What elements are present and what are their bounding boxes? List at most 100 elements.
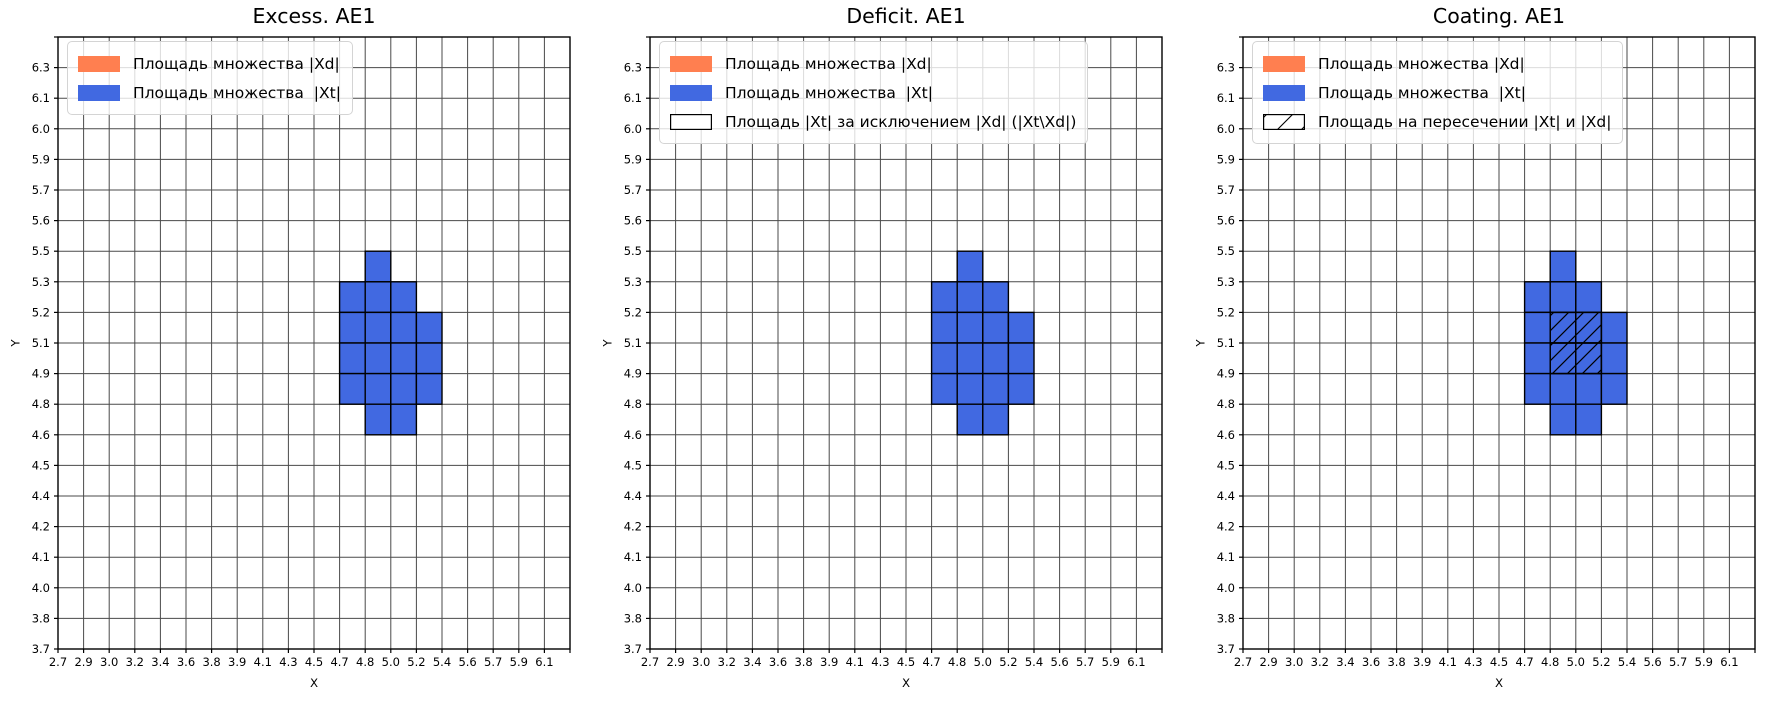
legend-swatch-outline xyxy=(670,113,712,130)
xt-cell xyxy=(982,281,1010,314)
legend-entry: Площадь множества |Xt| xyxy=(1263,78,1611,107)
plot-title: Excess. AE1 xyxy=(252,4,376,28)
legend-swatch-solid xyxy=(78,84,120,101)
intersection-cell xyxy=(1549,311,1577,344)
legend-label: Площадь множества |Xt| xyxy=(1318,83,1526,102)
x-tick-label: 6.1 xyxy=(1127,655,1145,669)
x-tick-label: 4.3 xyxy=(1464,655,1482,669)
y-tick-label: 4.4 xyxy=(32,489,50,503)
x-tick-label: 5.0 xyxy=(382,655,400,669)
legend-entry: Площадь на пересечении |Xt| и |Xd| xyxy=(1263,107,1611,136)
xt-cell xyxy=(1600,342,1628,375)
xt-cell xyxy=(1600,372,1628,405)
y-tick-label: 4.5 xyxy=(1217,458,1235,472)
xt-cell xyxy=(930,311,958,344)
x-tick-label: 4.5 xyxy=(897,655,915,669)
x-tick-label: 2.7 xyxy=(49,655,67,669)
y-tick-label: 4.0 xyxy=(32,581,50,595)
x-tick-label: 5.9 xyxy=(510,655,528,669)
y-tick-label: 5.6 xyxy=(32,214,50,228)
y-tick-label: 5.2 xyxy=(624,305,642,319)
x-tick-label: 2.9 xyxy=(74,655,92,669)
x-tick-label: 4.3 xyxy=(279,655,297,669)
xt-cell xyxy=(1549,281,1577,314)
xt-cell xyxy=(930,372,958,405)
y-tick-label: 4.6 xyxy=(32,428,50,442)
legend-label: Площадь множества |Xt| xyxy=(725,83,933,102)
y-tick-label: 5.6 xyxy=(1217,214,1235,228)
y-tick-label: 5.9 xyxy=(32,152,50,166)
x-tick-label: 5.9 xyxy=(1102,655,1120,669)
plot-title: Deficit. AE1 xyxy=(846,4,966,28)
x-tick-label: 5.2 xyxy=(407,655,425,669)
x-tick-label: 5.6 xyxy=(1643,655,1661,669)
y-tick-label: 4.5 xyxy=(32,458,50,472)
xt-cell xyxy=(956,281,984,314)
y-tick-label: 4.9 xyxy=(32,367,50,381)
x-tick-label: 3.9 xyxy=(228,655,246,669)
y-tick-label: 6.0 xyxy=(624,122,642,136)
xt-cell xyxy=(415,311,443,344)
subplot-excess: Excess. AE1 2.7 2.9 3.0 3.2 3.4 3.6 3.8 3.9 4.1 4… xyxy=(0,0,596,709)
x-tick-label: 3.2 xyxy=(718,655,736,669)
x-tick-label: 3.2 xyxy=(126,655,144,669)
x-axis-label: X xyxy=(1494,676,1504,690)
y-tick-label: 6.1 xyxy=(1217,91,1235,105)
y-tick-label: 4.0 xyxy=(624,581,642,595)
y-tick-label: 4.1 xyxy=(1217,550,1235,564)
y-tick-label: 4.1 xyxy=(624,550,642,564)
xt-cell xyxy=(956,403,984,436)
x-tick-label: 3.8 xyxy=(202,655,220,669)
x-tick-label: 3.4 xyxy=(151,655,169,669)
xt-cell xyxy=(338,372,366,405)
y-tick-label: 6.1 xyxy=(32,91,50,105)
y-tick-label: 5.2 xyxy=(1217,305,1235,319)
xt-cell xyxy=(1523,281,1551,314)
x-axis-label: X xyxy=(901,676,911,690)
y-tick-label: 5.2 xyxy=(32,305,50,319)
y-tick-label: 6.3 xyxy=(32,61,50,75)
x-tick-label: 4.7 xyxy=(922,655,940,669)
y-tick-label: 5.1 xyxy=(624,336,642,350)
legend-label: Площадь множества |Xd| xyxy=(1318,54,1525,73)
plot-title: Coating. AE1 xyxy=(1432,4,1566,28)
xt-cell xyxy=(982,342,1010,375)
xt-cell xyxy=(390,372,418,405)
xt-cell xyxy=(338,281,366,314)
y-tick-label: 5.3 xyxy=(624,275,642,289)
x-tick-label: 4.1 xyxy=(254,655,272,669)
x-tick-label: 5.7 xyxy=(484,655,502,669)
y-tick-label: 3.8 xyxy=(624,611,642,625)
legend-label: Площадь |Xt| за исключением |Xd| (|Xt\Xd… xyxy=(725,112,1077,131)
y-tick-label: 5.7 xyxy=(1217,183,1235,197)
xt-cell xyxy=(956,342,984,375)
legend-entry: Площадь множества |Xd| xyxy=(670,49,1076,78)
x-tick-label: 5.0 xyxy=(1567,655,1585,669)
xt-cell xyxy=(415,372,443,405)
xt-cell xyxy=(364,281,392,314)
y-tick-label: 5.3 xyxy=(32,275,50,289)
xt-cell xyxy=(982,311,1010,344)
y-tick-label: 3.7 xyxy=(32,642,50,656)
y-tick-label: 5.1 xyxy=(1217,336,1235,350)
intersection-cell xyxy=(1575,311,1603,344)
legend-swatch-solid xyxy=(1263,55,1305,72)
y-tick-label: 4.6 xyxy=(624,428,642,442)
xt-cell xyxy=(364,342,392,375)
legend-swatch-solid xyxy=(670,84,712,101)
subplot-coating: Coating. AE1 2.7 2.9 3.0 3.2 3.4 3.6 3.8 3.9 4.1… xyxy=(1191,0,1787,709)
x-tick-label: 4.1 xyxy=(846,655,864,669)
x-tick-label: 3.9 xyxy=(1413,655,1431,669)
legend-label: Площадь множества |Xd| xyxy=(133,54,340,73)
xt-cell xyxy=(390,311,418,344)
y-tick-label: 4.0 xyxy=(1217,581,1235,595)
y-tick-label: 4.8 xyxy=(1217,397,1235,411)
x-tick-label: 5.6 xyxy=(458,655,476,669)
y-tick-label: 4.9 xyxy=(1217,367,1235,381)
xt-cell xyxy=(364,403,392,436)
x-tick-label: 3.6 xyxy=(769,655,787,669)
y-tick-label: 3.8 xyxy=(1217,611,1235,625)
x-tick-label: 4.8 xyxy=(356,655,374,669)
x-tick-label: 5.4 xyxy=(1618,655,1636,669)
